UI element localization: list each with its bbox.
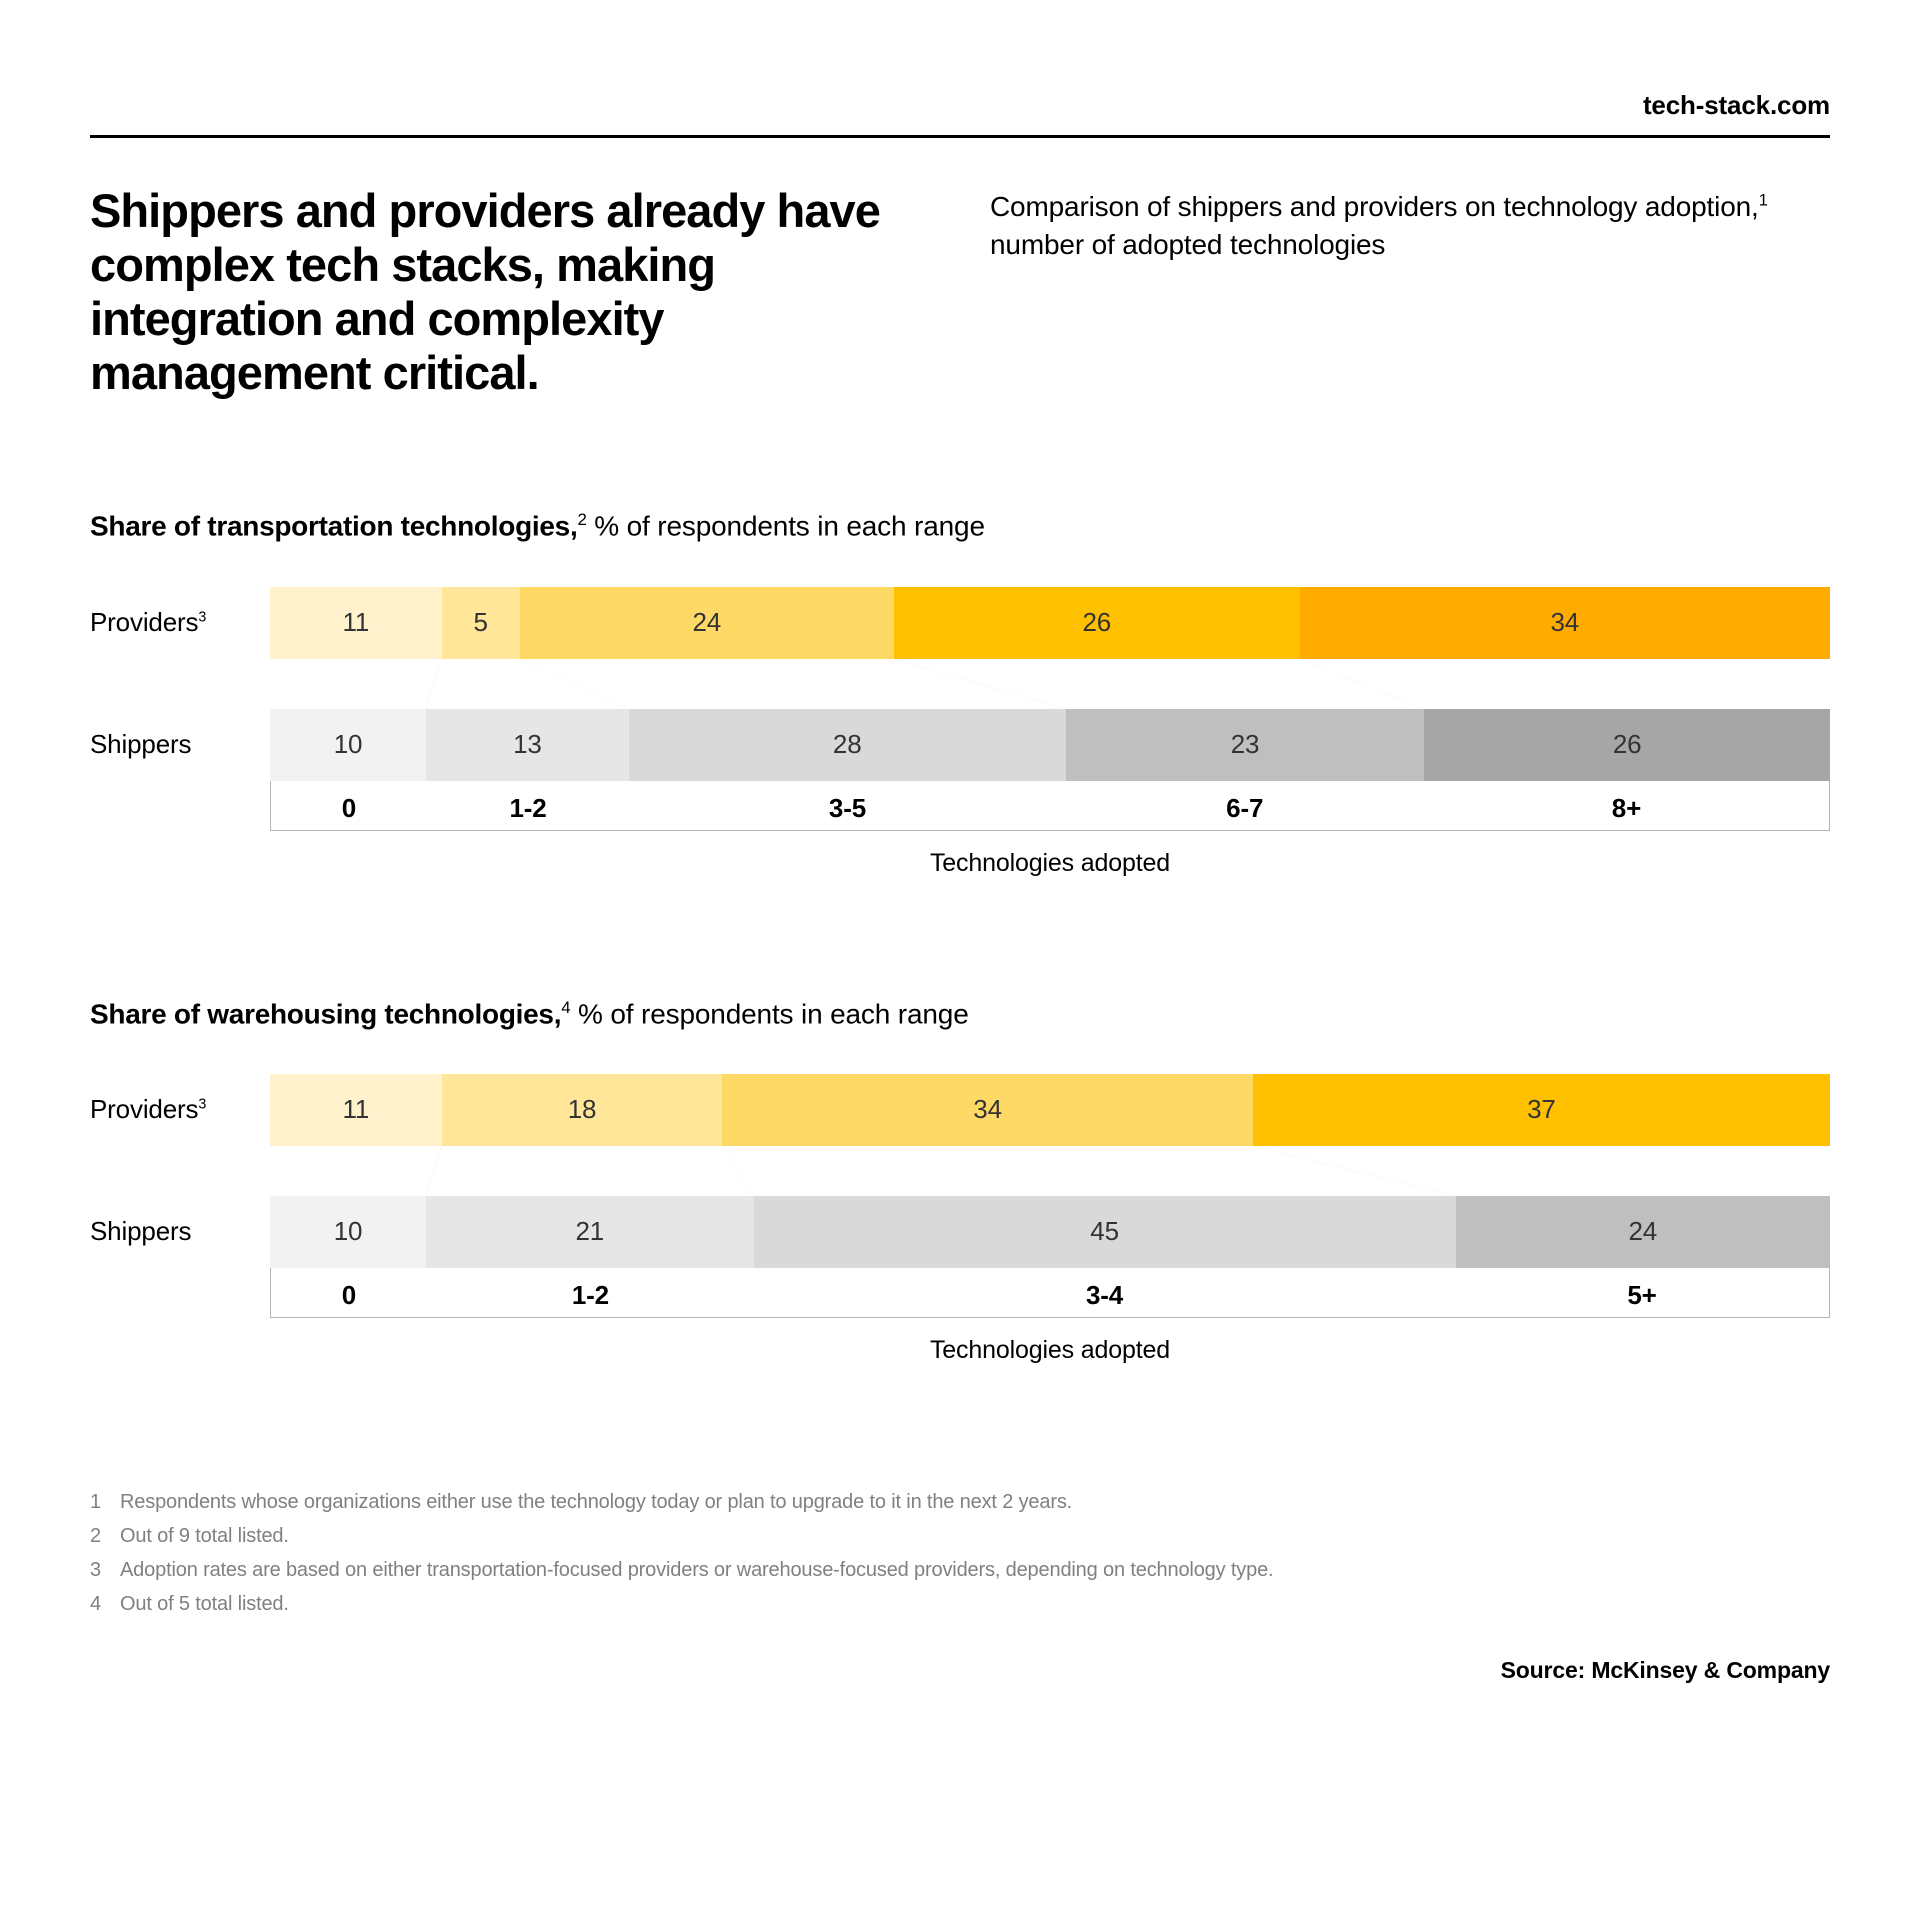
category-label: 8+: [1424, 793, 1829, 824]
chart2-title: Share of warehousing technologies,4 % of…: [90, 998, 1830, 1030]
bar-segment: 13: [426, 709, 629, 781]
footnote-text: Respondents whose organizations either u…: [120, 1485, 1072, 1519]
chart2-row2-label: Shippers: [90, 1216, 260, 1247]
bar-segment: 28: [629, 709, 1066, 781]
category-label: 3-5: [629, 793, 1065, 824]
chart2-categories: 01-23-45+: [271, 1268, 1829, 1311]
chart2-title-rest: % of respondents in each range: [570, 998, 968, 1029]
footnote-num: 1: [90, 1485, 106, 1519]
bar-segment: 10: [270, 709, 426, 781]
category-label: 0: [271, 1280, 427, 1311]
chart1-title: Share of transportation technologies,2 %…: [90, 510, 1830, 542]
footnote: 2 Out of 9 total listed.: [90, 1519, 1830, 1553]
bar-segment: 11: [270, 587, 442, 659]
chart2-connectors: [270, 1146, 1830, 1196]
headline: Shippers and providers already have comp…: [90, 184, 930, 400]
category-label: 3-4: [754, 1280, 1455, 1311]
subhead-post: number of adopted technologies: [990, 229, 1385, 260]
subhead-pre: Comparison of shippers and providers on …: [990, 191, 1759, 222]
bar-segment: 45: [754, 1196, 1456, 1268]
subhead-sup: 1: [1759, 191, 1768, 210]
footnote: 3 Adoption rates are based on either tran…: [90, 1553, 1830, 1587]
chart-warehousing: Share of warehousing technologies,4 % of…: [90, 998, 1830, 1365]
category-label: 1-2: [427, 793, 630, 824]
chart1-title-sup: 2: [577, 510, 586, 529]
chart1-title-bold: Share of transportation technologies,: [90, 511, 577, 542]
category-label: 1-2: [427, 1280, 754, 1311]
site-link: tech-stack.com: [90, 90, 1830, 121]
footnotes: 1 Respondents whose organizations either …: [90, 1485, 1830, 1621]
bar-segment: 5: [442, 587, 520, 659]
chart1-connectors: [270, 659, 1830, 709]
footnote-text: Out of 9 total listed.: [120, 1519, 289, 1553]
chart1-title-rest: % of respondents in each range: [587, 511, 985, 542]
footnote-text: Adoption rates are based on either trans…: [120, 1553, 1273, 1587]
category-label: 0: [271, 793, 427, 824]
bar-segment: 34: [722, 1074, 1252, 1146]
category-label: 6-7: [1066, 793, 1424, 824]
chart1-axis-label: Technologies adopted: [270, 849, 1830, 878]
chart1-row1-label: Providers3: [90, 607, 260, 638]
subhead: Comparison of shippers and providers on …: [990, 184, 1830, 400]
footnote-num: 4: [90, 1587, 106, 1621]
chart1-row2-label: Shippers: [90, 729, 260, 760]
bar-segment: 23: [1066, 709, 1425, 781]
chart2-row1-label: Providers3: [90, 1094, 260, 1125]
bar-segment: 34: [1300, 587, 1830, 659]
top-rule: [90, 135, 1830, 138]
chart1-shippers-bar: 1013282326: [270, 709, 1830, 781]
chart-transportation: Share of transportation technologies,2 %…: [90, 510, 1830, 877]
category-label: 5+: [1455, 1280, 1829, 1311]
bar-segment: 10: [270, 1196, 426, 1268]
source: Source: McKinsey & Company: [90, 1657, 1830, 1684]
footnote-num: 3: [90, 1553, 106, 1587]
bar-segment: 18: [442, 1074, 723, 1146]
bar-segment: 26: [1424, 709, 1830, 781]
chart2-axis-label: Technologies adopted: [270, 1336, 1830, 1365]
bar-segment: 26: [894, 587, 1300, 659]
footnote: 4 Out of 5 total listed.: [90, 1587, 1830, 1621]
bar-segment: 24: [520, 587, 894, 659]
bar-segment: 37: [1253, 1074, 1830, 1146]
chart2-shippers-bar: 10214524: [270, 1196, 1830, 1268]
bar-segment: 21: [426, 1196, 754, 1268]
footnote: 1 Respondents whose organizations either …: [90, 1485, 1830, 1519]
chart2-title-bold: Share of warehousing technologies,: [90, 998, 561, 1029]
bar-segment: 24: [1456, 1196, 1830, 1268]
chart2-providers-bar: 11183437: [270, 1074, 1830, 1146]
footnote-num: 2: [90, 1519, 106, 1553]
footnote-text: Out of 5 total listed.: [120, 1587, 289, 1621]
chart1-categories: 01-23-56-78+: [271, 781, 1829, 824]
bar-segment: 11: [270, 1074, 442, 1146]
chart1-providers-bar: 115242634: [270, 587, 1830, 659]
